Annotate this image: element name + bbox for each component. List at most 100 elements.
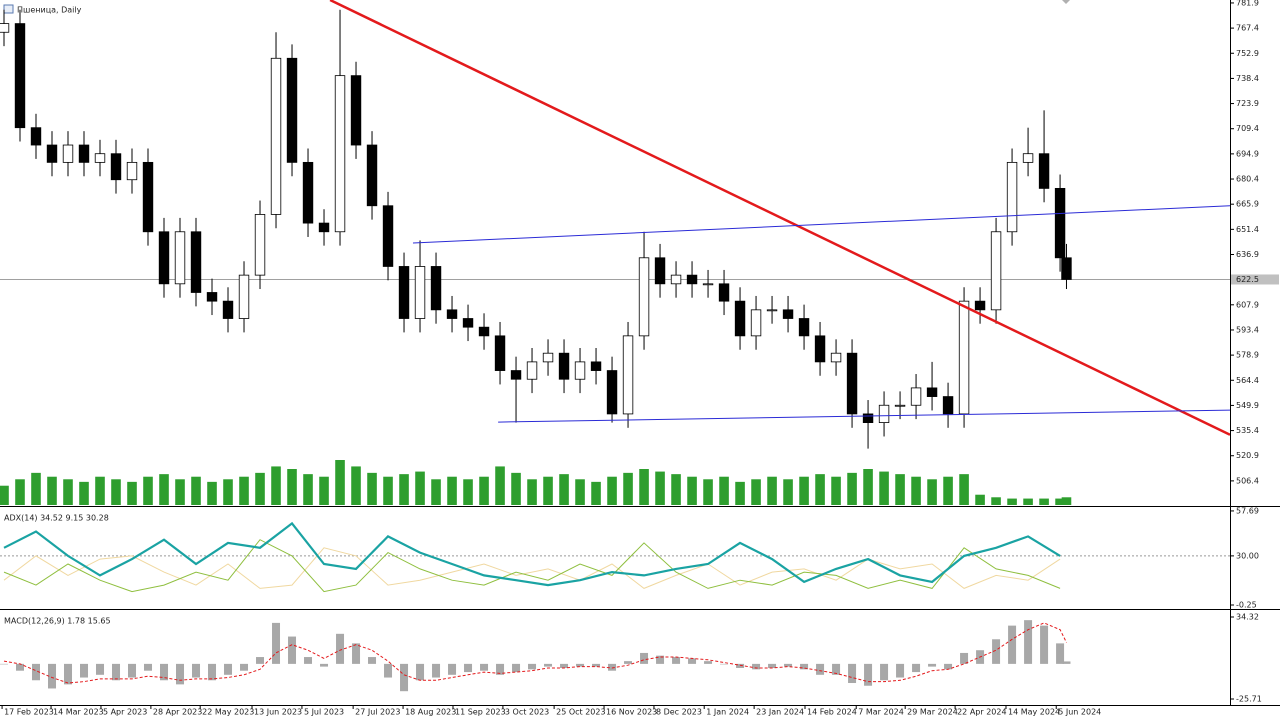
volume-bar: [95, 476, 105, 505]
candle-body: [94, 153, 106, 163]
candle-body: [942, 396, 954, 415]
volume-bar: [175, 479, 185, 505]
candle-body: [334, 75, 346, 233]
volume-bar: [143, 476, 153, 505]
macd-bar: [1062, 661, 1071, 664]
macd-bar: [1056, 643, 1065, 664]
volume-bar: [767, 476, 777, 505]
x-tick-label: 22 Apr 2024: [957, 708, 1006, 717]
macd-bar: [48, 663, 57, 689]
volume-bar: [959, 474, 969, 505]
volume-bar: [479, 476, 489, 505]
macd-bar: [816, 663, 825, 675]
y-tick-label: 607.9: [1236, 300, 1259, 309]
trendline: [498, 409, 1230, 423]
macd-bar: [512, 663, 521, 673]
x-tick-label: 8 Dec 2023: [656, 708, 702, 717]
macd-bar: [960, 652, 969, 664]
shift-marker: [1062, 0, 1070, 4]
macd-bar: [352, 643, 361, 664]
volume-bar: [399, 474, 409, 505]
volume-bar: [191, 476, 201, 505]
candle-body: [574, 361, 586, 380]
candle-body: [414, 266, 426, 319]
volume-bar: [1039, 498, 1049, 505]
candle-body: [382, 205, 394, 267]
x-tick-label: 5 Apr 2023: [103, 708, 147, 717]
volume-bar: [799, 476, 809, 505]
candle-body: [926, 387, 938, 397]
panel: [0, 620, 1071, 692]
macd-bar: [256, 657, 265, 664]
macd-bar: [0, 663, 9, 665]
candle-body: [1061, 257, 1072, 280]
candle-body: [718, 283, 730, 302]
candle-body: [766, 309, 778, 312]
volume-bar: [927, 479, 937, 505]
macd-bar: [864, 663, 873, 686]
macd-bar: [768, 663, 777, 668]
candle-body: [542, 352, 554, 363]
y-tick-label: 549.9: [1236, 401, 1259, 410]
y-tick-label: 651.4: [1236, 225, 1259, 234]
candle-body: [254, 214, 266, 276]
volume-bar: [751, 479, 761, 505]
macd-bar: [128, 663, 137, 678]
candle-body: [670, 274, 682, 285]
x-tick-label: 13 Jun 2023: [254, 708, 302, 717]
x-tick-label: 1 Jan 2024: [706, 708, 749, 717]
macd-bar: [320, 663, 329, 667]
volume-bar: [335, 460, 345, 505]
x-tick-label: 17 Feb 2023: [4, 708, 54, 717]
panel: [0, 0, 1230, 505]
candle-body: [270, 57, 282, 215]
volume-bar: [1061, 497, 1072, 505]
volume-bar: [623, 472, 633, 505]
macd-bar: [640, 652, 649, 664]
macd-bar: [560, 663, 569, 668]
candle-body: [14, 23, 26, 129]
candle-body: [174, 231, 186, 285]
macd-bar: [1008, 625, 1017, 664]
candle-body: [654, 257, 666, 285]
macd-bar: [240, 663, 249, 671]
volume-bar: [159, 474, 169, 505]
x-tick-label: 23 Jan 2024: [756, 708, 804, 717]
trendline: [329, 0, 1230, 436]
panel-title: MACD(12,26,9) 1.78 15.65: [4, 617, 111, 626]
y-tick-label: 680.4: [1236, 175, 1259, 184]
volume-bar: [703, 479, 713, 505]
candle-body: [990, 231, 1002, 311]
x-tick-label: 7 Mar 2024: [858, 708, 904, 717]
y-tick-label: 564.4: [1236, 376, 1259, 385]
candle-body: [958, 300, 970, 415]
macd-bar: [288, 636, 297, 664]
candle-body: [462, 318, 474, 328]
volume-bar: [559, 474, 569, 505]
macd-bar: [896, 663, 905, 678]
candle-body: [606, 370, 618, 415]
x-tick-label: 29 Mar 2024: [907, 708, 958, 717]
candle-body: [110, 153, 122, 181]
volume-bar: [879, 471, 889, 505]
volume-bar: [319, 476, 329, 505]
y-tick-label: 723.9: [1236, 99, 1259, 108]
macd-bar: [784, 663, 793, 667]
macd-bar: [464, 663, 473, 673]
volume-bar: [527, 479, 537, 505]
candle-body: [430, 266, 442, 311]
volume-bar: [463, 479, 473, 505]
volume-bar: [719, 476, 729, 505]
macd-bar: [16, 663, 25, 671]
macd-bar: [608, 663, 617, 671]
volume-bar: [383, 476, 393, 505]
macd-bar: [1024, 620, 1033, 664]
volume-bar: [991, 497, 1001, 505]
macd-bar: [448, 663, 457, 675]
y-tick-label: 781.9: [1236, 0, 1259, 7]
candle-body: [910, 387, 922, 406]
volume-bar: [607, 476, 617, 505]
volume-bar: [911, 476, 921, 505]
volume-bar: [671, 474, 681, 505]
volume-bar: [367, 472, 377, 505]
